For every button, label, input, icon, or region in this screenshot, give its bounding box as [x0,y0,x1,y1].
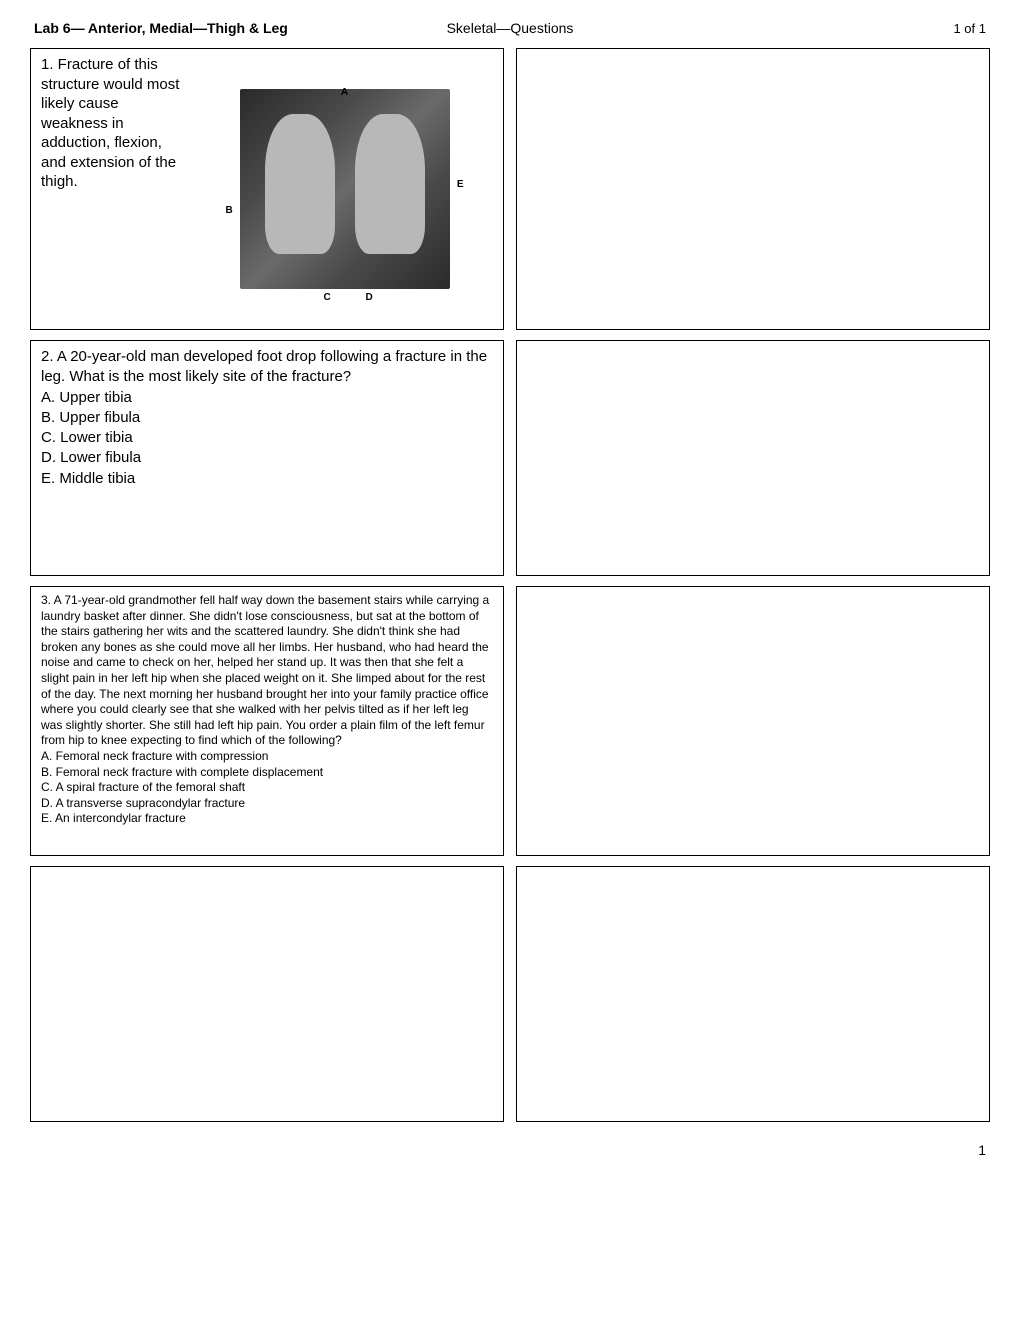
answer-4-box [516,866,990,1122]
xray-knee-icon: A B C D E [240,89,450,289]
question-1-box: 1. Fracture of this structure would most… [30,48,504,330]
xray-label-d: D [366,292,373,303]
q2-prompt: 2. A 20-year-old man developed foot drop… [41,347,493,388]
row-4 [30,866,990,1122]
q1-xray-image: A B C D E [196,55,493,323]
section-subtitle: Skeletal—Questions [447,20,574,36]
xray-label-c: C [324,292,331,303]
xray-label-a: A [341,87,348,98]
bone-right-shape [355,114,425,254]
question-2-box: 2. A 20-year-old man developed foot drop… [30,340,504,576]
q2-option-c: C. Lower tibia [41,428,493,448]
q2-option-d: D. Lower fibula [41,448,493,468]
q3-prompt: 3. A 71-year-old grandmother fell half w… [41,593,493,749]
row-3: 3. A 71-year-old grandmother fell half w… [30,586,990,856]
q2-option-b: B. Upper fibula [41,408,493,428]
answer-2-box [516,340,990,576]
xray-label-b: B [226,205,233,216]
answer-3-box [516,586,990,856]
xray-label-e: E [457,179,464,190]
lab-title: Lab 6— Anterior, Medial—Thigh & Leg [34,20,288,36]
q3-option-a: A. Femoral neck fracture with compressio… [41,749,493,765]
footer-page-number: 1 [30,1142,990,1158]
answer-1-box [516,48,990,330]
row-1: 1. Fracture of this structure would most… [30,48,990,330]
page-indicator: 1 of 1 [953,21,986,36]
row-2: 2. A 20-year-old man developed foot drop… [30,340,990,576]
q1-content: 1. Fracture of this structure would most… [41,55,493,323]
q2-option-a: A. Upper tibia [41,388,493,408]
question-4-box [30,866,504,1122]
page-header: Lab 6— Anterior, Medial—Thigh & Leg Skel… [30,20,990,36]
q1-prompt: 1. Fracture of this structure would most… [41,55,196,323]
q2-option-e: E. Middle tibia [41,469,493,489]
bone-left-shape [265,114,335,254]
q3-option-b: B. Femoral neck fracture with complete d… [41,765,493,781]
q3-option-c: C. A spiral fracture of the femoral shaf… [41,780,493,796]
question-3-box: 3. A 71-year-old grandmother fell half w… [30,586,504,856]
q3-option-e: E. An intercondylar fracture [41,811,493,827]
q3-option-d: D. A transverse supracondylar fracture [41,796,493,812]
